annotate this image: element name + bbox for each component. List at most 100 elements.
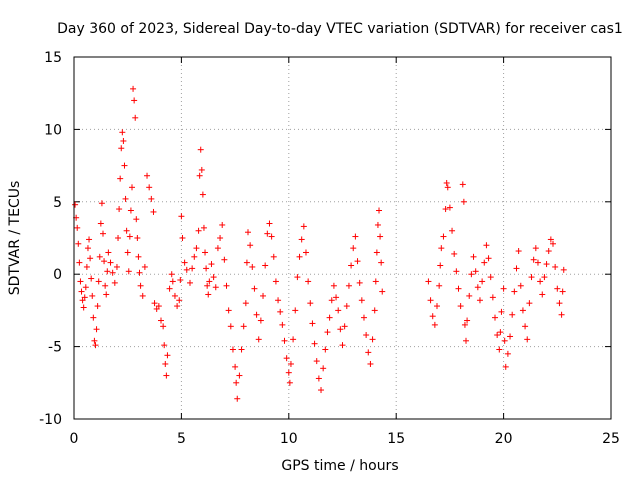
data-point: [519, 307, 526, 314]
data-point: [181, 259, 188, 266]
data-point: [483, 242, 490, 249]
y-tick-label: 10: [44, 122, 62, 138]
data-point: [560, 266, 567, 273]
data-point: [537, 278, 544, 285]
data-point: [268, 233, 275, 240]
data-point: [446, 204, 453, 211]
data-point: [343, 303, 350, 310]
data-point: [363, 332, 370, 339]
data-point: [164, 352, 171, 359]
data-point: [262, 262, 269, 269]
data-point: [481, 259, 488, 266]
data-point: [444, 184, 451, 191]
data-point: [109, 269, 116, 276]
data-point: [524, 336, 531, 343]
data-point: [92, 342, 99, 349]
data-point: [298, 236, 305, 243]
data-point: [91, 337, 98, 344]
data-point: [116, 206, 123, 213]
data-point: [139, 292, 146, 299]
data-point: [95, 278, 102, 285]
data-point: [217, 235, 224, 241]
data-point: [232, 363, 239, 370]
data-point: [371, 307, 378, 314]
data-point: [437, 262, 444, 269]
data-point: [377, 233, 384, 240]
data-point: [186, 279, 193, 286]
data-point: [122, 195, 129, 202]
data-point: [515, 248, 522, 255]
data-point: [127, 207, 134, 214]
data-point: [81, 294, 88, 301]
data-point: [292, 307, 299, 314]
data-point: [501, 337, 508, 344]
data-point: [513, 265, 520, 272]
data-point: [119, 129, 126, 136]
data-point: [286, 379, 293, 386]
data-point: [341, 323, 348, 330]
data-point: [460, 198, 467, 205]
data-point: [496, 346, 503, 353]
data-point: [251, 285, 258, 292]
grid-lines: [73, 56, 612, 420]
y-tick-label: 0: [53, 267, 62, 283]
data-point: [238, 346, 245, 353]
data-point: [101, 258, 108, 265]
y-tick-labels: -10 -5 0 5 10 15: [39, 50, 62, 428]
data-point: [199, 191, 206, 198]
data-point: [163, 372, 170, 379]
data-point: [547, 236, 554, 243]
data-point: [453, 268, 460, 275]
data-point: [305, 278, 312, 285]
data-point: [335, 307, 342, 314]
data-point: [202, 249, 209, 256]
data-point: [205, 291, 212, 298]
data-point: [150, 208, 157, 215]
data-point: [272, 278, 279, 285]
data-point: [131, 97, 138, 104]
axis-ticks: [73, 56, 612, 420]
data-point: [253, 311, 260, 318]
data-point: [247, 242, 254, 249]
data-point: [189, 265, 196, 272]
data-point: [227, 323, 234, 330]
data-point: [378, 259, 385, 266]
data-point: [489, 294, 496, 301]
data-point: [206, 278, 213, 285]
data-point: [302, 249, 309, 256]
data-point: [345, 282, 352, 289]
data-point: [203, 265, 210, 272]
data-point: [198, 166, 205, 173]
data-point: [277, 308, 284, 315]
data-point: [517, 282, 524, 289]
data-point: [309, 320, 316, 327]
data-point: [311, 340, 318, 347]
data-point: [497, 329, 504, 336]
data-point: [504, 350, 511, 357]
data-point: [474, 284, 481, 291]
data-point: [285, 369, 292, 376]
data-point: [260, 292, 267, 299]
data-point: [479, 278, 486, 285]
data-point: [438, 245, 445, 252]
data-point: [155, 303, 162, 310]
data-point: [502, 363, 509, 370]
data-point: [113, 263, 120, 270]
data-point: [318, 387, 325, 394]
data-point: [244, 229, 251, 236]
data-point: [461, 321, 468, 328]
data-point: [558, 311, 565, 318]
data-point: [522, 323, 529, 330]
x-tick-label: 20: [495, 431, 513, 447]
y-tick-label: 5: [53, 195, 62, 211]
data-point: [509, 311, 516, 318]
data-point: [76, 259, 83, 266]
data-point: [88, 275, 95, 282]
x-tick-label: 10: [280, 431, 298, 447]
data-point: [86, 236, 93, 243]
data-point: [210, 274, 217, 281]
data-point: [196, 172, 203, 179]
data-point: [249, 263, 256, 270]
data-point: [372, 278, 379, 285]
data-point: [169, 278, 176, 285]
